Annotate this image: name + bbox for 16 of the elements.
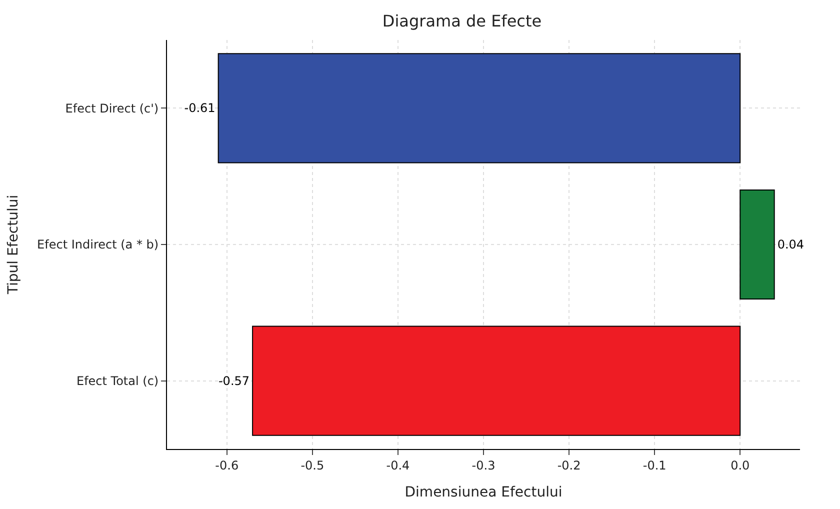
x-tick-label: -0.6 [215,458,239,472]
x-tick-label: -0.5 [300,458,324,472]
y-axis-title: Tipul Efectului [6,194,22,296]
x-tick-label: -0.1 [642,458,666,472]
chart-title: Diagrama de Efecte [382,11,542,30]
x-tick-label: -0.3 [472,458,496,472]
y-tick-label: Efect Direct (c') [65,101,159,116]
data-label: -0.61 [184,101,216,116]
y-tick-label: Efect Indirect (a * b) [37,238,159,252]
y-tick-label: Efect Total (c) [76,374,159,388]
data-label: -0.57 [218,374,250,388]
x-tick-label: 0.0 [730,458,750,472]
data-label: 0.04 [777,238,804,252]
x-tick-label: -0.4 [386,458,410,472]
x-tick-label: -0.2 [557,458,581,472]
x-axis-title: Dimensiunea Efectului [404,484,562,501]
